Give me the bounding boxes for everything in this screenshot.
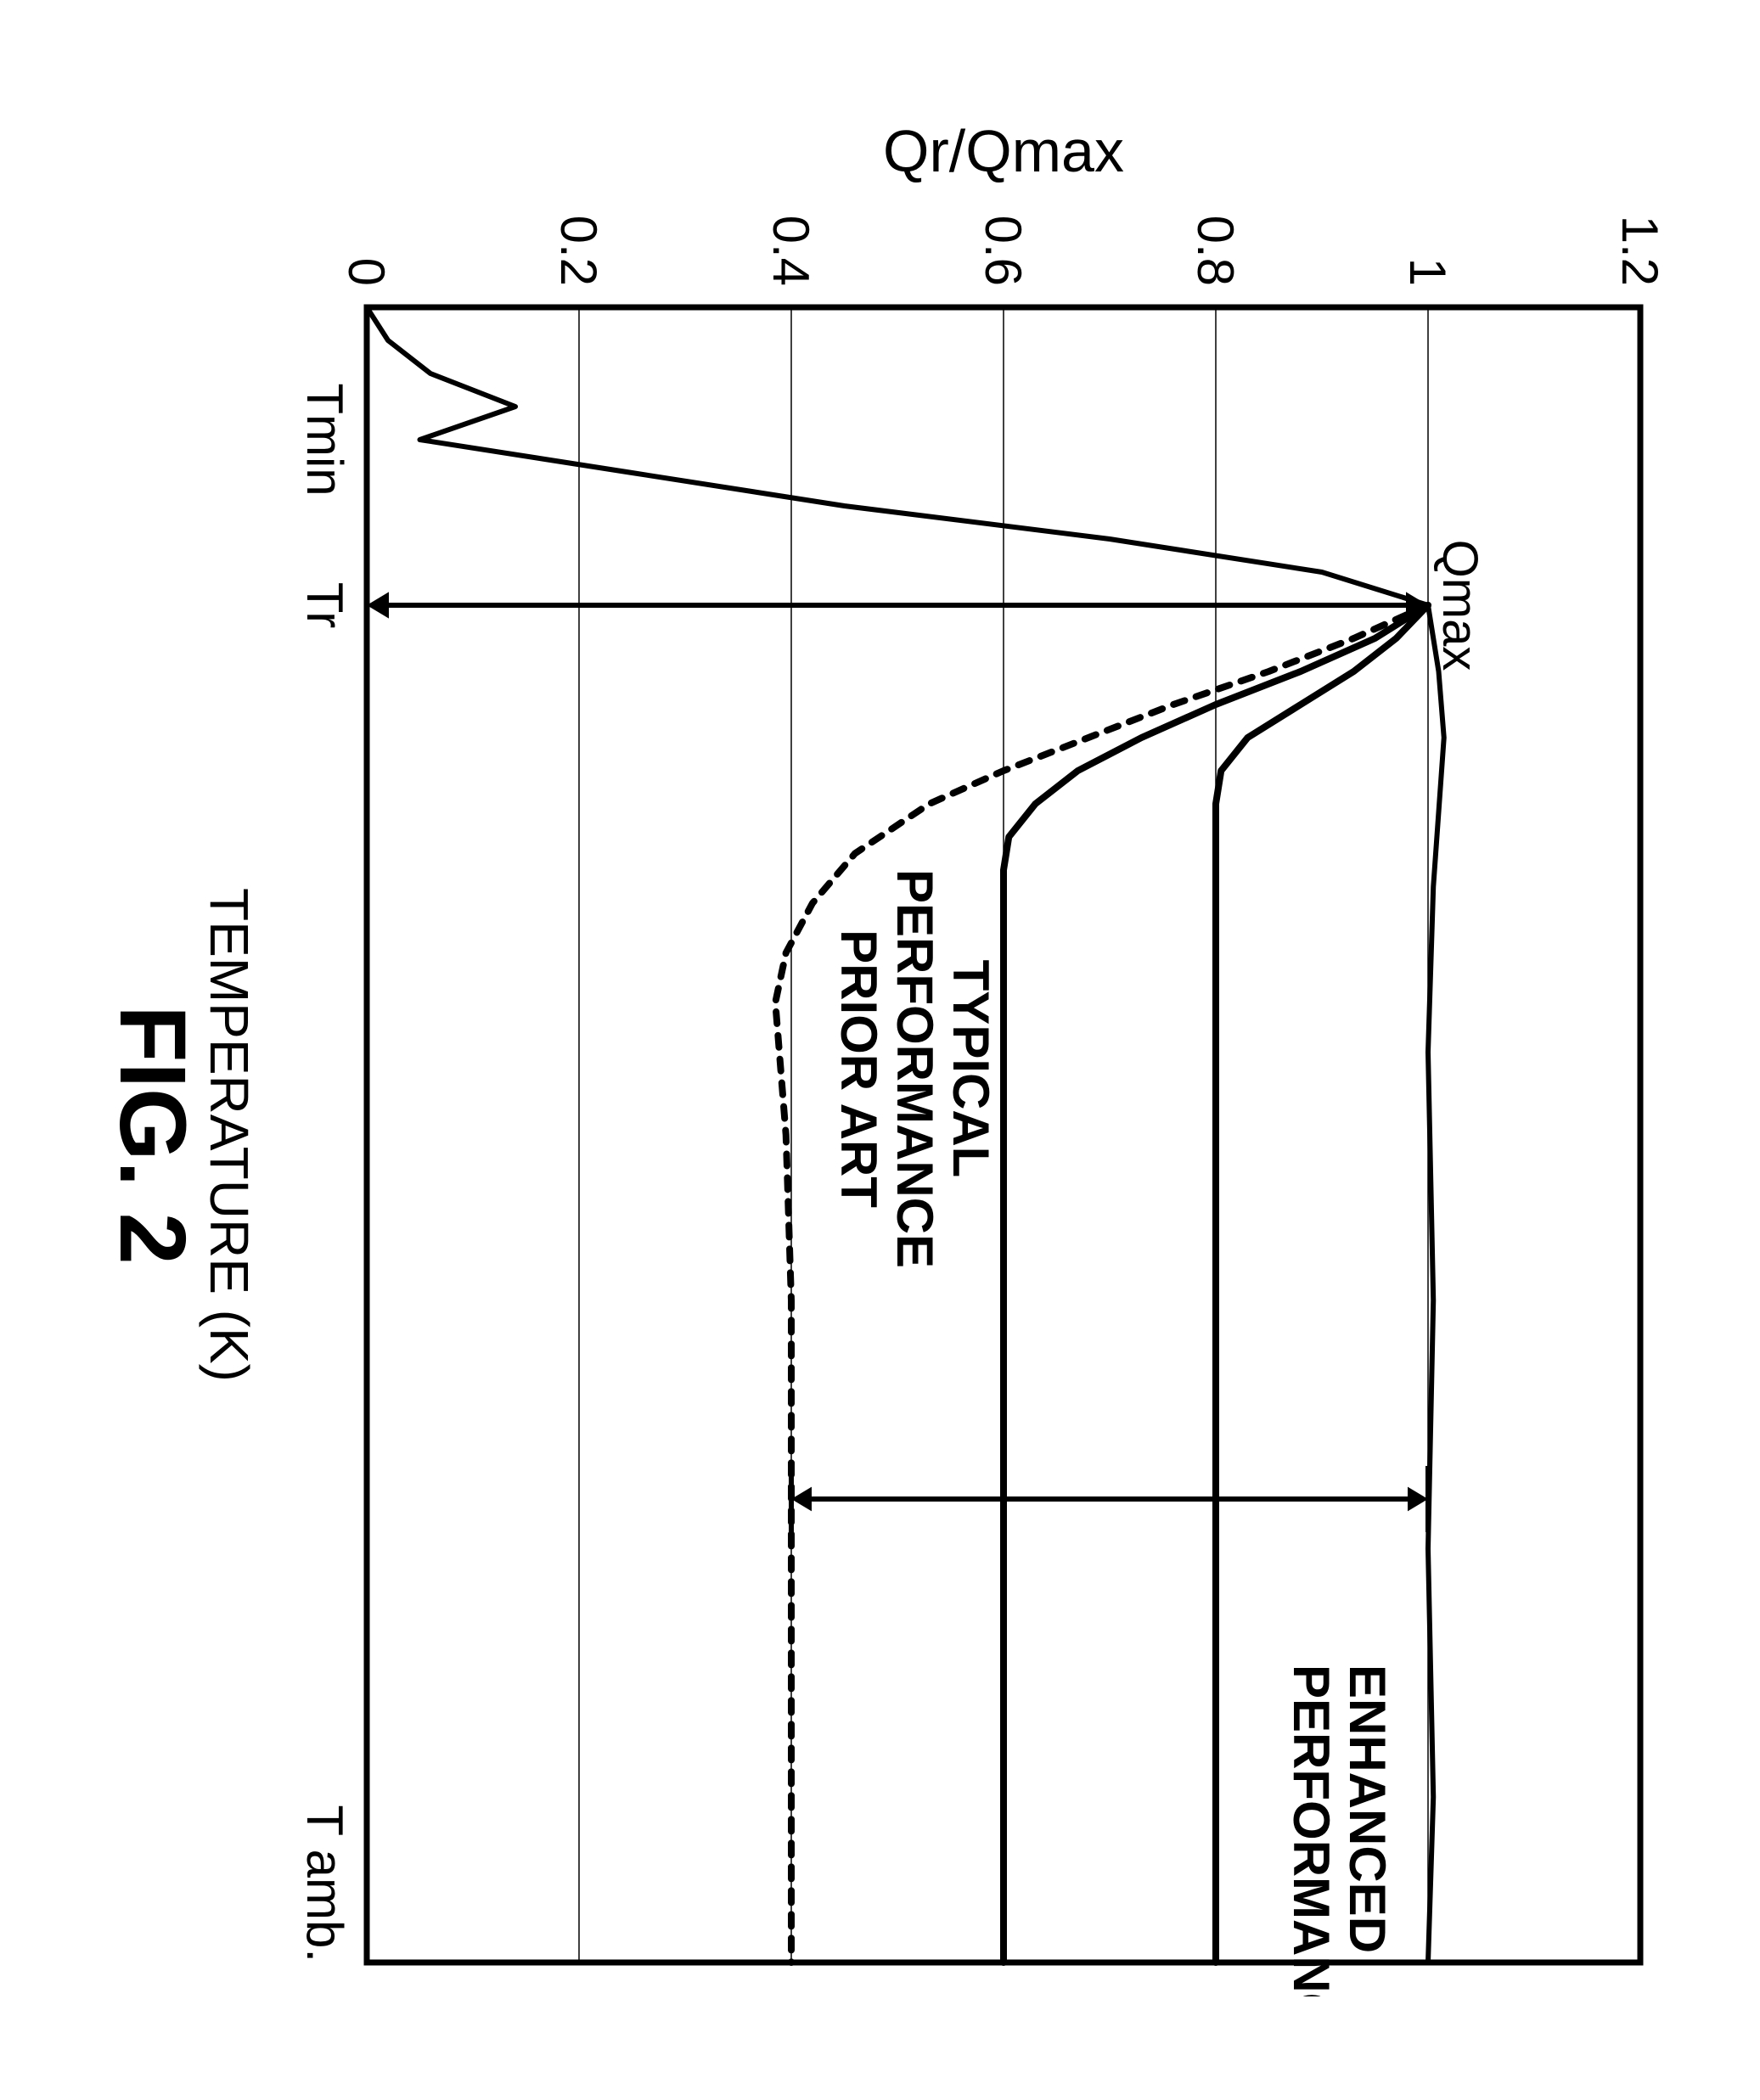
enhanced-label: ENHANCED bbox=[1339, 1665, 1396, 1953]
figure-caption: FIG. 2 bbox=[100, 1005, 205, 1265]
y-axis-label: Qr/Qmax bbox=[883, 118, 1124, 184]
figure-container: 0 0.2 0.4 0.6 0.8 1 1.2 Tmin Tr T amb. TEMPERATURE… bbox=[87, 104, 1674, 1996]
ytick-label: 0.2 bbox=[550, 216, 607, 286]
prior-art-label: TYPICAL bbox=[942, 960, 999, 1178]
ytick-label: 1 bbox=[1399, 258, 1456, 286]
ytick-label: 0.8 bbox=[1187, 216, 1244, 286]
xtick-label: Tmin bbox=[296, 383, 353, 496]
prior-art-label: PRIOR ART bbox=[830, 929, 887, 1208]
prior-art-label: PERFORMANCE bbox=[886, 869, 943, 1268]
xtick-label: Tr bbox=[296, 582, 353, 628]
qmax-label: Qmax bbox=[1432, 540, 1487, 671]
xtick-label: T amb. bbox=[296, 1805, 353, 1962]
ytick-label: 0.6 bbox=[975, 216, 1032, 286]
enhanced-label: PERFORMANCE bbox=[1283, 1665, 1340, 1996]
chart-svg: 0 0.2 0.4 0.6 0.8 1 1.2 Tmin Tr T amb. TEMPERATURE… bbox=[87, 104, 1674, 1996]
ytick-label: 1.2 bbox=[1611, 216, 1668, 286]
x-axis-label: TEMPERATURE (K) bbox=[199, 888, 260, 1382]
ytick-label: 0 bbox=[338, 258, 395, 286]
ytick-label: 0.4 bbox=[762, 216, 819, 286]
